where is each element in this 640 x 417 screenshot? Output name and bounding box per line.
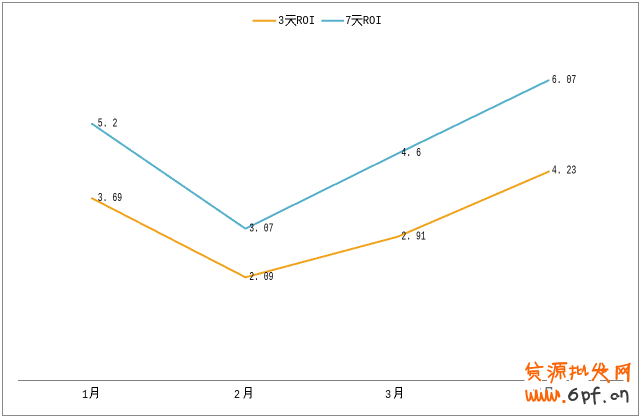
svg-text:ROI: ROI: [363, 14, 382, 28]
svg-text:2. 91: 2. 91: [401, 229, 425, 243]
svg-text:2: 2: [234, 388, 240, 402]
svg-text:4. 6: 4. 6: [401, 146, 421, 160]
svg-text:3: 3: [385, 388, 391, 402]
svg-text:1: 1: [82, 388, 88, 402]
svg-text:2. 09: 2. 09: [249, 270, 273, 284]
svg-text:5. 2: 5. 2: [98, 117, 118, 131]
svg-text:3. 69: 3. 69: [98, 191, 122, 205]
svg-text:ROI: ROI: [296, 14, 315, 28]
svg-text:6. 07: 6. 07: [552, 73, 576, 87]
svg-text:4. 23: 4. 23: [552, 164, 576, 178]
svg-text:7: 7: [345, 14, 351, 28]
svg-text:3: 3: [278, 14, 284, 28]
svg-text:3. 07: 3. 07: [249, 221, 273, 235]
